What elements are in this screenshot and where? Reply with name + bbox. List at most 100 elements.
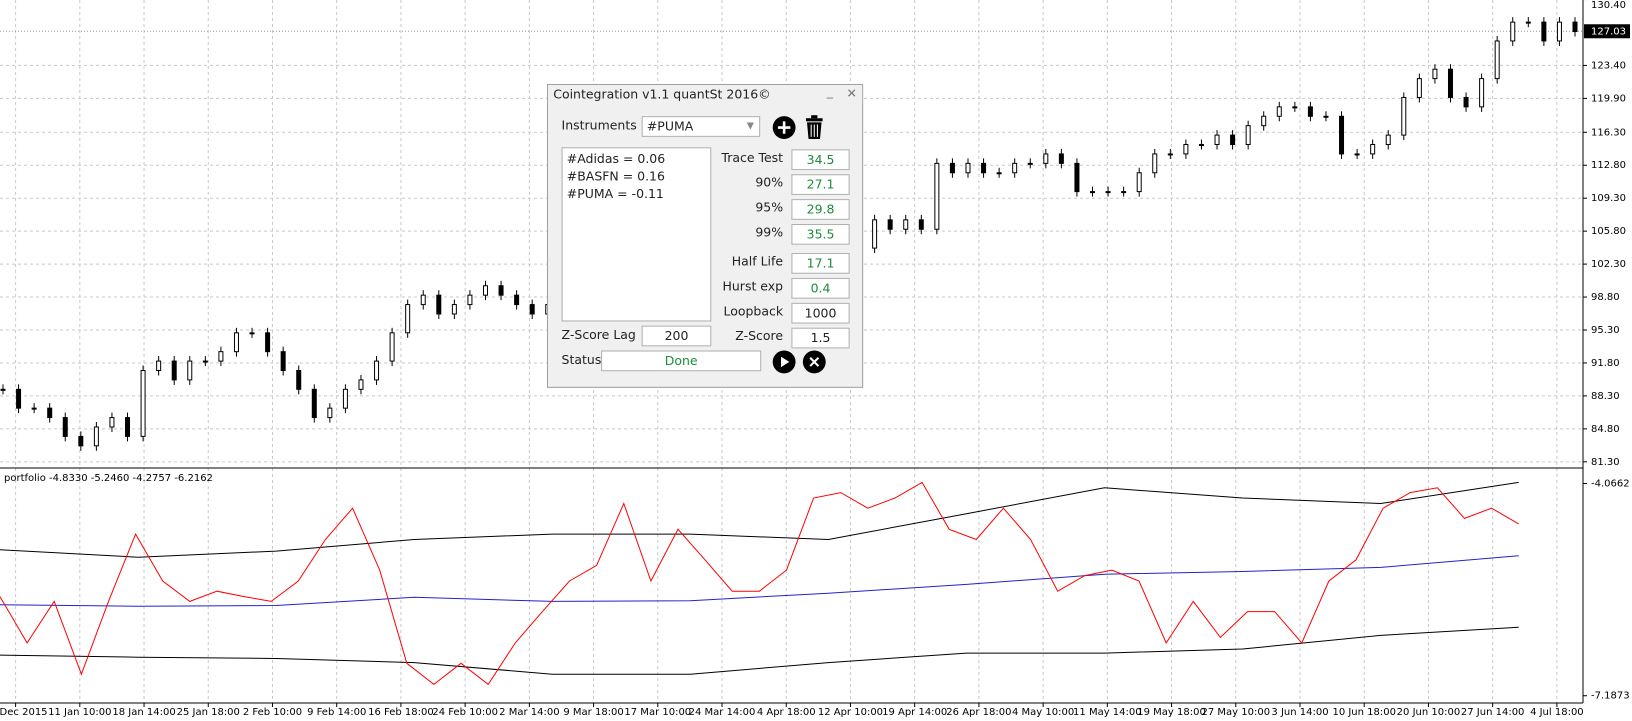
x-tick-label: 20 Jun 10:00 bbox=[1397, 707, 1461, 718]
current-price-label: 127.03 bbox=[1591, 26, 1626, 37]
candle bbox=[1370, 144, 1376, 155]
x-tick-label: 4 Apr 18:00 bbox=[757, 707, 816, 718]
candle bbox=[233, 332, 239, 353]
delete-button[interactable] bbox=[803, 115, 826, 140]
candle bbox=[1416, 78, 1422, 98]
weights-list: #Adidas = 0.06 #BASFN = 0.16 #PUMA = -0.11 bbox=[561, 147, 712, 322]
candle bbox=[887, 219, 893, 230]
candle bbox=[389, 332, 395, 362]
weight-item: #PUMA = -0.11 bbox=[566, 186, 664, 202]
candle bbox=[16, 388, 22, 409]
y-tick-label: 84.80 bbox=[1591, 424, 1620, 435]
x-tick-label: 25 Jan 18:00 bbox=[177, 707, 240, 718]
status-label: Status bbox=[561, 352, 602, 368]
candle bbox=[405, 304, 411, 334]
panel-title: Cointegration v1.1 quantSt 2016© bbox=[553, 87, 771, 102]
stop-icon bbox=[809, 357, 820, 367]
stat-value[interactable]: 1000 bbox=[791, 302, 850, 324]
candle bbox=[296, 369, 302, 390]
x-tick-label: 10 Jun 18:00 bbox=[1332, 707, 1396, 718]
portfolio-line bbox=[0, 555, 1519, 607]
candle bbox=[1447, 68, 1453, 98]
y-tick-label: -4.0662 bbox=[1591, 478, 1630, 489]
minimize-button[interactable]: _ bbox=[826, 84, 833, 99]
y-tick-label: 116.30 bbox=[1591, 127, 1626, 138]
x-tick-label: 9 Feb 14:00 bbox=[307, 707, 366, 718]
x-tick-label: 26 Apr 18:00 bbox=[946, 707, 1011, 718]
run-button[interactable] bbox=[772, 350, 796, 374]
stat-label: Half Life bbox=[731, 254, 784, 269]
x-tick-label: 3 Jun 14:00 bbox=[1271, 707, 1328, 718]
candle bbox=[311, 388, 317, 419]
candle bbox=[1510, 21, 1516, 42]
candle bbox=[451, 304, 457, 315]
close-button[interactable]: ✕ bbox=[846, 86, 857, 101]
x-tick-label: 4 Jul 18:00 bbox=[1530, 707, 1584, 718]
stat-value[interactable]: 1.5 bbox=[791, 327, 850, 349]
candle bbox=[1525, 21, 1531, 24]
candle bbox=[280, 351, 286, 371]
candle bbox=[1058, 153, 1064, 164]
stat-label: Hurst exp bbox=[722, 278, 784, 294]
candle bbox=[342, 388, 348, 409]
stat-label: Trace Test bbox=[721, 150, 784, 165]
stat-value: 0.4 bbox=[791, 277, 850, 299]
instruments-label: Instruments bbox=[561, 118, 637, 133]
candle bbox=[1183, 144, 1189, 155]
y-tick-label: 130.40 bbox=[1591, 0, 1626, 11]
y-tick-label: 98.80 bbox=[1591, 292, 1620, 303]
candle bbox=[358, 379, 364, 390]
candle bbox=[1556, 21, 1562, 42]
candle bbox=[249, 332, 255, 335]
x-tick-label: 27 Jun 14:00 bbox=[1461, 707, 1525, 718]
y-tick-label: 123.40 bbox=[1591, 60, 1626, 71]
stat-label: 90% bbox=[755, 175, 784, 190]
stat-label: Loopback bbox=[723, 303, 784, 319]
y-tick-label: 109.30 bbox=[1591, 193, 1626, 204]
candle bbox=[981, 162, 987, 174]
candle bbox=[202, 360, 208, 363]
title-bar bbox=[548, 85, 863, 106]
x-tick-label: 11 Jan 10:00 bbox=[48, 707, 111, 718]
candle bbox=[171, 360, 177, 381]
candle bbox=[1494, 40, 1500, 80]
x-tick-label: 2 Feb 10:00 bbox=[243, 707, 302, 718]
stop-button[interactable] bbox=[802, 350, 826, 374]
candle bbox=[436, 294, 442, 315]
candle bbox=[996, 172, 1002, 175]
candle bbox=[1198, 144, 1204, 147]
candle bbox=[125, 417, 131, 437]
candle bbox=[1354, 153, 1360, 156]
weight-item: #Adidas = 0.06 bbox=[566, 151, 666, 166]
stat-value: 29.8 bbox=[791, 199, 850, 220]
portfolio-line bbox=[0, 626, 1519, 675]
candle bbox=[62, 417, 68, 437]
candle bbox=[0, 388, 6, 391]
stat-value: 35.5 bbox=[791, 223, 850, 245]
candle bbox=[1339, 115, 1345, 155]
candle bbox=[1479, 78, 1485, 108]
candle bbox=[934, 162, 940, 230]
candle bbox=[903, 219, 909, 230]
candle bbox=[872, 219, 878, 249]
instrument-combobox[interactable]: #PUMA ▼ bbox=[641, 116, 761, 137]
candle bbox=[1027, 162, 1033, 165]
y-tick-label: 105.80 bbox=[1591, 226, 1626, 237]
y-tick-label: -7.1873 bbox=[1591, 691, 1630, 702]
indicator-label: portfolio -4.8330 -5.2460 -4.2757 -6.216… bbox=[4, 473, 213, 484]
candle bbox=[93, 426, 99, 447]
zscore-lag-input[interactable]: 200 bbox=[641, 325, 712, 347]
candle bbox=[327, 407, 333, 419]
candle bbox=[1214, 134, 1220, 146]
candle bbox=[1043, 153, 1049, 164]
x-tick-label: 18 Jan 14:00 bbox=[112, 707, 175, 718]
candle bbox=[467, 294, 473, 306]
candle bbox=[1261, 115, 1267, 127]
x-tick-label: 11 May 14:00 bbox=[1073, 707, 1142, 718]
candle bbox=[482, 285, 488, 296]
candle bbox=[1463, 96, 1469, 108]
stat-value: 34.5 bbox=[791, 149, 850, 171]
add-button[interactable] bbox=[772, 116, 796, 139]
candle bbox=[1432, 68, 1438, 80]
